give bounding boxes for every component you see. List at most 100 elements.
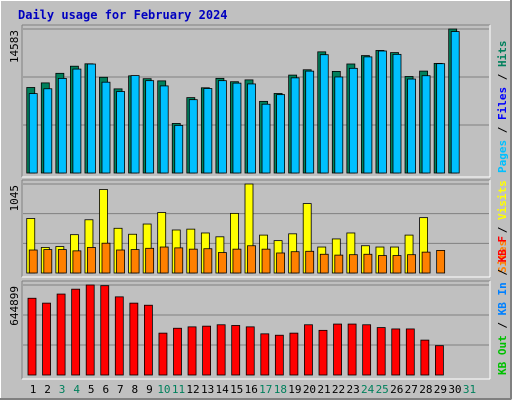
bar-kbytes-kb-f-day-11 — [173, 327, 182, 376]
legend-separator: / — [496, 120, 509, 140]
bar-sites-sites-day-22 — [334, 254, 344, 274]
x-tick-label-17: 17 — [259, 383, 272, 396]
legend-separator: / — [496, 315, 509, 335]
bar-kbytes-kb-f-day-18 — [274, 334, 284, 376]
bar-kbytes-kb-f-day-12 — [187, 326, 197, 376]
bar-sites-sites-day-8 — [130, 249, 140, 274]
panel-kbytes: 644899 KB Out / KB In / KB F — [8, 236, 509, 380]
bar-sites-sites-day-14 — [217, 252, 227, 274]
bar-kbytes-kb-f-day-20 — [304, 324, 313, 376]
bar-sites-sites-day-10 — [159, 246, 169, 274]
panel-sites-max-label: 1045 — [8, 185, 21, 212]
bar-kbytes-kb-f-day-23 — [347, 323, 357, 376]
panel-kbytes-legend-text: KB Out / KB In / KB F — [496, 236, 509, 375]
panel-kbytes-legend: KB Out / KB In / KB F — [496, 236, 509, 375]
bar-kbytes-kb-f-day-22 — [333, 323, 342, 376]
panel-hits: 14583 Pages / Files / Hits — [8, 24, 509, 178]
bar-sites-sites-day-29 — [436, 250, 446, 274]
bar-hits-files-day-14 — [217, 80, 227, 174]
bar-kbytes-kb-f-day-10 — [158, 332, 168, 376]
chart-title: Daily usage for February 2024 — [18, 8, 228, 22]
bar-hits-files-day-19 — [290, 77, 300, 174]
bar-kbytes-kb-f-day-1 — [27, 297, 37, 376]
bar-kbytes-kb-f-day-28 — [420, 339, 430, 376]
bar-hits-files-day-25 — [378, 50, 387, 174]
legend-item-visits: Visits — [496, 180, 509, 220]
bar-hits-files-day-1 — [28, 93, 38, 174]
bar-hits-files-day-2 — [43, 88, 53, 174]
bar-hits-files-day-20 — [305, 70, 315, 174]
panel-sites-legend-text: Sites / Visits — [496, 180, 509, 273]
panel-sites-bars — [26, 183, 446, 274]
bar-sites-sites-day-15 — [232, 248, 242, 274]
bar-sites-sites-day-28 — [421, 251, 431, 274]
x-tick-label-8: 8 — [132, 383, 139, 396]
x-tick-label-16: 16 — [245, 383, 258, 396]
x-tick-label-24: 24 — [361, 383, 375, 396]
x-tick-label-18: 18 — [274, 383, 287, 396]
bar-hits-files-day-18 — [276, 94, 286, 174]
bar-hits-files-day-30 — [450, 31, 460, 174]
x-tick-label-14: 14 — [216, 383, 230, 396]
panel-hits-bars — [26, 28, 460, 174]
x-tick-label-3: 3 — [59, 383, 66, 396]
x-tick-label-26: 26 — [390, 383, 403, 396]
legend-separator: / — [496, 220, 509, 240]
bar-hits-files-day-8 — [130, 75, 140, 174]
x-tick-label-2: 2 — [44, 383, 51, 396]
bar-hits-files-day-27 — [407, 78, 416, 174]
bar-kbytes-kb-f-day-26 — [391, 328, 401, 376]
bar-sites-sites-day-13 — [203, 248, 213, 274]
bar-kbytes-kb-f-day-27 — [405, 328, 415, 376]
x-tick-label-19: 19 — [288, 383, 301, 396]
x-tick-label-4: 4 — [73, 383, 80, 396]
panel-hits-max-label: 14583 — [8, 30, 21, 63]
legend-item-kb-f: KB F — [496, 236, 509, 263]
bar-sites-sites-day-9 — [145, 247, 155, 274]
bar-kbytes-kb-f-day-24 — [362, 324, 372, 376]
chart-panels: 14583 Pages / Files / Hits 1045 Sites / Vis… — [8, 24, 509, 380]
x-tick-label-7: 7 — [117, 383, 124, 396]
bar-hits-files-day-6 — [101, 81, 111, 174]
bar-hits-files-day-9 — [145, 80, 155, 174]
bar-hits-files-day-22 — [334, 76, 344, 174]
x-tick-label-6: 6 — [102, 383, 109, 396]
bar-hits-files-day-17 — [261, 103, 271, 174]
bar-sites-sites-day-19 — [290, 251, 300, 274]
bar-kbytes-kb-f-day-9 — [143, 304, 153, 376]
bar-kbytes-kb-f-day-15 — [231, 325, 241, 376]
bar-hits-files-day-15 — [232, 82, 242, 174]
x-tick-label-9: 9 — [146, 383, 153, 396]
bar-kbytes-kb-f-day-5 — [85, 284, 95, 376]
bar-kbytes-kb-f-day-14 — [216, 324, 226, 376]
bar-kbytes-kb-f-day-6 — [100, 285, 110, 376]
legend-item-sites: Sites — [496, 240, 509, 273]
x-tick-label-25: 25 — [376, 383, 389, 396]
bar-sites-sites-day-17 — [261, 248, 271, 274]
x-tick-label-13: 13 — [201, 383, 214, 396]
x-tick-label-31: 31 — [463, 383, 476, 396]
bar-sites-sites-day-21 — [319, 253, 329, 274]
bar-kbytes-kb-f-day-21 — [318, 329, 328, 376]
bar-hits-files-day-3 — [57, 78, 67, 174]
bar-sites-sites-day-7 — [116, 249, 125, 274]
x-tick-label-11: 11 — [172, 383, 185, 396]
x-tick-label-1: 1 — [30, 383, 37, 396]
x-axis-labels: 1 2 3 4 5 6 7 8 9 10 11 12 13 14 15 16 17 18 19 20 21 22 23 24 2… — [30, 383, 476, 396]
bar-kbytes-kb-f-day-8 — [129, 302, 139, 376]
bar-hits-files-day-11 — [174, 125, 184, 174]
bar-hits-files-day-29 — [436, 63, 446, 174]
bar-kbytes-kb-f-day-13 — [202, 325, 212, 376]
x-tick-label-30: 30 — [448, 383, 461, 396]
bar-hits-files-day-21 — [319, 54, 329, 174]
panel-hits-legend-text: Pages / Files / Hits — [496, 41, 509, 174]
bar-kbytes-kb-f-day-29 — [434, 345, 444, 376]
bar-hits-files-day-13 — [203, 88, 213, 174]
bar-hits-files-day-4 — [72, 68, 82, 174]
x-tick-label-22: 22 — [332, 383, 345, 396]
bar-kbytes-kb-f-day-16 — [245, 326, 255, 376]
bar-hits-files-day-10 — [159, 85, 169, 174]
bar-hits-files-day-12 — [188, 99, 198, 174]
panel-hits-legend: Pages / Files / Hits — [496, 41, 509, 174]
